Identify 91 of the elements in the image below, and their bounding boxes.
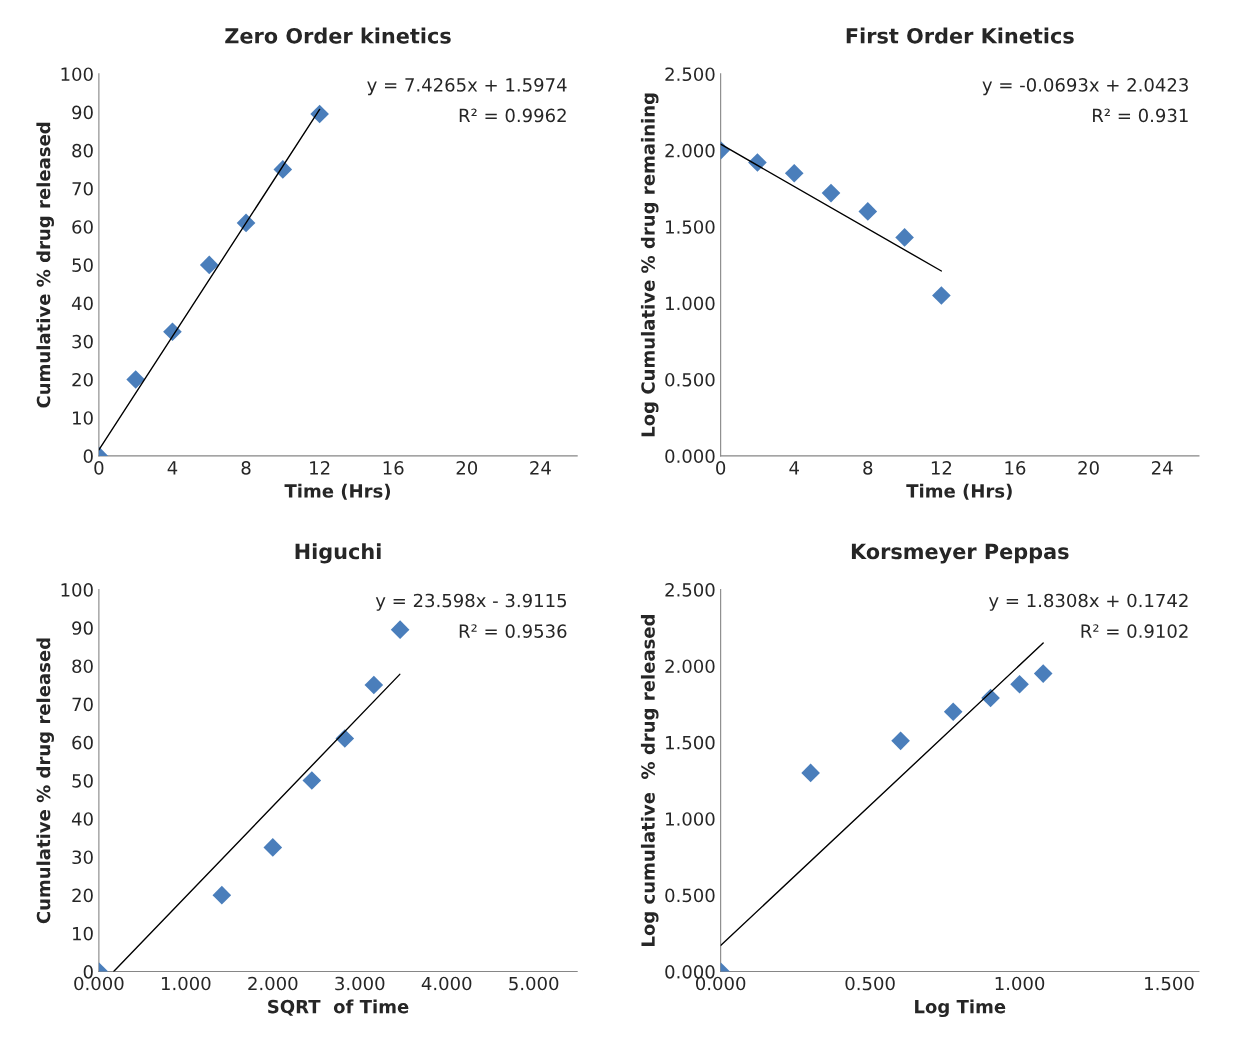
point [263, 838, 283, 857]
annotation: y = 23.598x - 3.9115 [375, 593, 567, 611]
y-tick-label: 10 [73, 926, 93, 941]
x-tick-label: 4.000 [421, 976, 472, 991]
y-tick-label: 90 [72, 105, 93, 120]
y-tick-label: 30 [72, 334, 93, 349]
y-tick-label: 0.000 [665, 449, 715, 463]
y-tick-label: 50 [72, 258, 93, 273]
x-tick-label: 24 [530, 461, 551, 475]
y-tick-label: 20 [72, 888, 93, 903]
chart-title: First Order Kinetics [846, 27, 1074, 44]
y-tick-label: 2.500 [665, 583, 715, 597]
point [212, 885, 232, 905]
x-tick-label: 0 [94, 461, 104, 475]
point [943, 702, 963, 722]
y-tick-label: 1.000 [666, 296, 715, 311]
y-tick-label: 0 [83, 449, 93, 463]
x-tick-label: 24 [1151, 461, 1173, 475]
annotation: y = -0.0693x + 2.0423 [982, 78, 1188, 96]
y-tick-label: 2.000 [665, 659, 715, 674]
x-tick-label: 12 [931, 461, 952, 475]
point [302, 771, 322, 790]
x-tick-label: 5.000 [509, 976, 559, 991]
point [784, 163, 804, 183]
annotation: y = 7.4265x + 1.5974 [367, 78, 567, 96]
y-tick-label: 90 [72, 621, 93, 635]
y-tick-label: 40 [71, 812, 93, 826]
y-tick-label: 40 [71, 296, 93, 311]
point [821, 183, 841, 203]
point [932, 286, 951, 305]
point [364, 675, 384, 695]
chart-title: Higuchi [295, 543, 381, 564]
x-tick-label: 0 [716, 461, 726, 475]
y-tick-label: 1.500 [666, 220, 715, 234]
x-tick-label: 8 [241, 461, 251, 475]
x-tick-label: 16 [1005, 461, 1026, 475]
y-axis-title: Cumulative % drug released [36, 122, 54, 408]
y-tick-label: 50 [72, 774, 93, 788]
y-tick-label: 2.000 [665, 143, 715, 158]
x-tick-label: 1.000 [995, 976, 1045, 991]
y-tick-label: 70 [72, 697, 93, 712]
y-tick-label: 0.500 [665, 372, 715, 387]
y-tick-label: 20 [72, 372, 93, 387]
annotation: R² = 0.9102 [1081, 624, 1188, 638]
y-tick-label: 70 [72, 181, 93, 196]
y-tick-label: 1.000 [666, 812, 715, 826]
x-axis-title: SQRT of Time [268, 999, 409, 1016]
point [1033, 664, 1053, 683]
chart-title: Korsmeyer Peppas [851, 543, 1069, 564]
y-tick-label: 100 [61, 67, 93, 82]
y-tick-label: 60 [72, 220, 93, 234]
annotation: R² = 0.931 [1093, 108, 1188, 123]
point [895, 228, 914, 247]
point [858, 202, 878, 221]
chart-title: Zero Order kinetics [225, 27, 451, 44]
x-tick-label: 20 [1078, 461, 1099, 475]
y-axis-title: Cumulative % drug released [36, 638, 54, 924]
x-tick-label: 16 [383, 461, 404, 475]
x-tick-label: 1.000 [161, 976, 211, 991]
y-tick-label: 80 [72, 143, 93, 158]
x-tick-label: 2.000 [248, 976, 298, 991]
x-axis-title: Time (Hrs) [906, 483, 1012, 500]
y-tick-label: 0.500 [665, 888, 715, 903]
y-tick-label: 100 [61, 583, 93, 597]
y-tick-label: 30 [72, 850, 93, 865]
y-axis-title: Log cumulative % drug released [640, 615, 659, 946]
point [126, 370, 145, 389]
x-tick-label: 12 [310, 461, 330, 475]
x-axis-title: Log Time [915, 999, 1006, 1018]
x-tick-label: 0.500 [845, 976, 895, 991]
x-tick-label: 8 [863, 461, 873, 475]
y-tick-label: 60 [72, 735, 93, 750]
point [1010, 674, 1029, 694]
y-axis-title: Log Cumulative % drug remaining [640, 93, 659, 437]
annotation: y = 1.8308x + 0.1742 [988, 593, 1188, 611]
point [801, 763, 820, 783]
point [390, 620, 410, 639]
annotation: R² = 0.9536 [459, 624, 567, 638]
x-tick-label: 3.000 [335, 976, 385, 991]
x-tick-label: 4 [789, 461, 799, 475]
y-tick-label: 10 [73, 411, 93, 425]
point [199, 255, 219, 275]
annotation: R² = 0.9962 [459, 108, 566, 123]
y-tick-label: 1.500 [666, 735, 715, 750]
y-tick-label: 80 [72, 659, 93, 674]
x-tick-label: 4 [167, 461, 178, 475]
point [891, 731, 910, 751]
x-tick-label: 20 [456, 461, 478, 475]
x-tick-label: 1.500 [1145, 976, 1194, 991]
x-axis-title: Time (Hrs) [284, 483, 391, 500]
y-tick-label: 2.500 [665, 67, 715, 82]
